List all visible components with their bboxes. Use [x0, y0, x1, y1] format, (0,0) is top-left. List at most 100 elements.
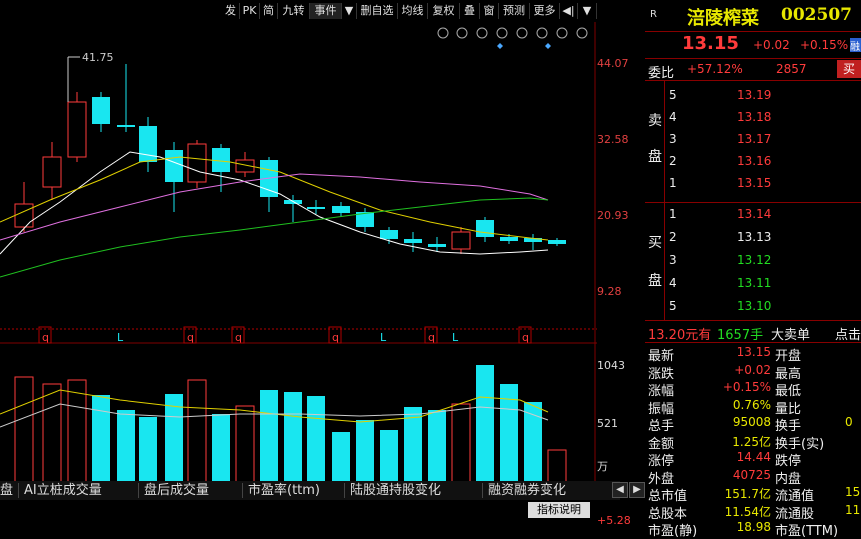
quote-label: 外盘: [648, 471, 675, 487]
volume-bar: [524, 402, 542, 488]
ask-price: 13.16: [737, 154, 772, 168]
candle-body: [165, 150, 183, 182]
toolbar-item-8[interactable]: 复权: [428, 3, 460, 19]
bid-price: 13.14: [737, 207, 772, 221]
quote-label: 最新: [648, 349, 675, 364]
toolbar-item-1[interactable]: PK: [240, 3, 260, 19]
event-marker[interactable]: L: [380, 331, 387, 344]
marker-box: [231, 326, 245, 344]
volume-bar: [332, 432, 350, 488]
ask-level: 1: [669, 176, 677, 190]
toolbar-item-7[interactable]: 均线: [398, 3, 428, 19]
quote-value-2: 15: [845, 485, 861, 499]
volume-axis-label: 万: [597, 460, 608, 473]
price-change-pct: +0.15%: [800, 38, 849, 52]
quote-label-2: 跌停: [775, 454, 802, 469]
eye-icon[interactable]: [476, 27, 488, 39]
volume-bar: [451, 403, 471, 489]
candle-body: [451, 231, 471, 250]
toolbar-item-12[interactable]: 更多: [530, 3, 560, 19]
quote-panel: R 涪陵榨菜 002507 13.15 +0.02 +0.15% 融 委比 +5…: [645, 0, 861, 539]
toolbar-item-10[interactable]: 窗: [480, 3, 499, 19]
toolbar-item-2[interactable]: 简: [260, 3, 278, 19]
ma-line-3: [0, 197, 549, 278]
volume-bar: [67, 379, 87, 489]
weicha-value: 2857: [776, 62, 807, 76]
basket-icon[interactable]: [496, 27, 508, 39]
volume-bar: [42, 383, 62, 489]
event-marker[interactable]: q: [522, 331, 529, 344]
event-marker[interactable]: q: [187, 331, 194, 344]
big-order-extra[interactable]: 点击: [835, 328, 861, 343]
volume-bar: [284, 392, 302, 488]
toolbar-item-0[interactable]: 发: [222, 3, 240, 19]
tab-separator: [482, 483, 483, 498]
indicator-help-button[interactable]: 指标说明: [528, 502, 590, 518]
event-marker[interactable]: L: [452, 331, 459, 344]
event-marker[interactable]: L: [117, 331, 124, 344]
candle-body: [380, 230, 398, 239]
event-marker[interactable]: q: [332, 331, 339, 344]
tab-3[interactable]: 市盈率(ttm): [248, 483, 321, 498]
quote-label: 涨跌: [648, 366, 675, 382]
event-marker[interactable]: q: [42, 331, 49, 344]
quote-label-2: 最低: [775, 384, 802, 399]
lock-icon[interactable]: [516, 27, 528, 39]
candle-body: [500, 237, 518, 241]
volume-bar: [92, 395, 110, 488]
candle-body: [524, 238, 542, 242]
indicator-tabs: 盘 AI立桩成交量 盘后成交量 市盈率(ttm) 陆股通持股变化 融资融券变化: [0, 481, 620, 500]
tab-0[interactable]: 盘: [0, 483, 14, 498]
volume-bar: [212, 414, 230, 488]
candle-body: [67, 101, 87, 158]
quote-value: 0.76%: [732, 397, 771, 412]
volume-bar: [187, 379, 207, 489]
event-marker[interactable]: q: [428, 331, 435, 344]
bid-price: 13.12: [737, 253, 772, 267]
zoom-in-icon[interactable]: [556, 27, 568, 39]
volume-bar: [139, 417, 157, 488]
lock-open-icon[interactable]: [536, 27, 548, 39]
candle-body: [139, 126, 157, 162]
quote-label: 振幅: [648, 401, 675, 417]
asks-label-2: 盘: [648, 149, 662, 165]
toolbar-item-13[interactable]: ◀|: [560, 3, 578, 19]
toolbar-item-6[interactable]: 删自选: [357, 3, 398, 19]
quote-value: 40725: [732, 467, 771, 482]
candle-body: [307, 207, 325, 209]
zoom-out-icon[interactable]: [576, 27, 588, 39]
rights-badge: R: [650, 9, 657, 20]
big-order-label[interactable]: 大卖单: [771, 328, 811, 343]
quote-value: 11.54亿: [724, 504, 771, 519]
toolbar-item-5[interactable]: ▼: [342, 3, 357, 19]
quote-value-2: 11: [845, 502, 861, 517]
toolbar-item-4[interactable]: 事件: [310, 3, 342, 19]
toolbar-item-11[interactable]: 预测: [499, 3, 530, 19]
settings-icon[interactable]: [437, 27, 449, 39]
tab-separator: [242, 483, 243, 498]
pen-icon[interactable]: [456, 27, 468, 39]
toolbar-item-9[interactable]: 叠: [460, 3, 480, 19]
event-marker[interactable]: q: [235, 331, 242, 344]
toolbar-item-3[interactable]: 九转: [278, 3, 310, 19]
scroll-left-button[interactable]: ◀: [612, 482, 628, 498]
volume-bar: [380, 430, 398, 488]
tab-4[interactable]: 陆股通持股变化: [350, 483, 442, 498]
volume-bar: [307, 396, 325, 488]
tab-1[interactable]: AI立桩成交量: [24, 483, 102, 498]
volume-bar: [117, 410, 135, 488]
candle-body: [92, 97, 110, 124]
volume-bar: [428, 410, 446, 488]
quote-value: +0.02: [734, 362, 771, 377]
buy-button[interactable]: 买: [837, 60, 861, 78]
toolbar-item-14[interactable]: ▼: [578, 3, 597, 19]
candle-body: [14, 203, 34, 228]
scroll-right-button[interactable]: ▶: [629, 482, 645, 498]
bid-level: 5: [669, 299, 677, 313]
candle-body: [117, 125, 135, 127]
tab-5[interactable]: 融资融券变化: [488, 483, 567, 498]
tab-2[interactable]: 盘后成交量: [144, 483, 210, 498]
stock-code: 002507: [781, 5, 852, 25]
ask-price: 13.17: [737, 132, 772, 146]
